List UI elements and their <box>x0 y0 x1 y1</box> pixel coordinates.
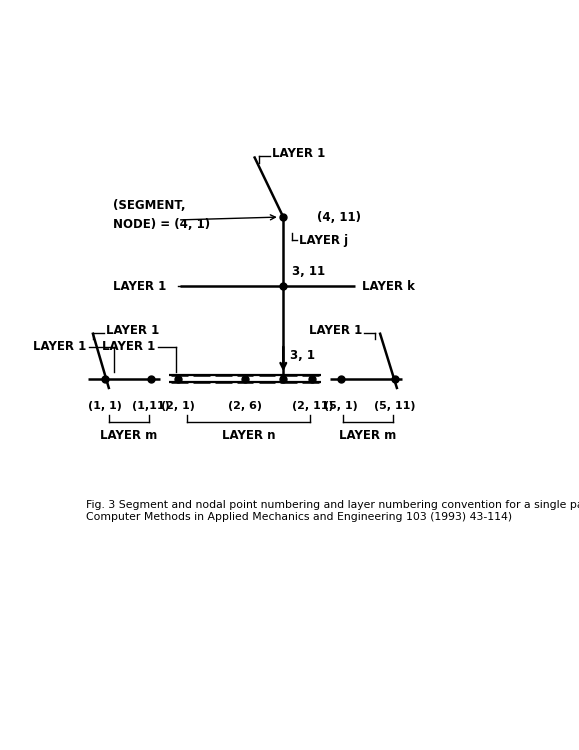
Text: LAYER n: LAYER n <box>222 429 275 442</box>
Text: (2, 6): (2, 6) <box>228 400 262 411</box>
Text: LAYER 1: LAYER 1 <box>102 340 155 353</box>
Text: 3, 1: 3, 1 <box>290 350 315 362</box>
Text: (1, 1): (1, 1) <box>88 400 122 411</box>
Text: (2, 1): (2, 1) <box>161 400 195 411</box>
Text: (2, 11): (2, 11) <box>292 400 334 411</box>
Text: LAYER 1: LAYER 1 <box>106 324 159 338</box>
Text: LAYER j: LAYER j <box>299 234 348 247</box>
Text: 3, 11: 3, 11 <box>292 266 325 278</box>
Text: (5, 11): (5, 11) <box>374 400 415 411</box>
Text: LAYER k: LAYER k <box>362 280 415 292</box>
Text: LAYER 1: LAYER 1 <box>113 280 167 292</box>
Text: LAYER 1: LAYER 1 <box>309 324 362 338</box>
Text: LAYER m: LAYER m <box>339 429 397 442</box>
Text: (SEGMENT,: (SEGMENT, <box>113 199 185 212</box>
Text: LAYER 1: LAYER 1 <box>272 147 325 160</box>
Text: (4, 11): (4, 11) <box>317 211 361 224</box>
Text: NODE) = (4, 1): NODE) = (4, 1) <box>113 218 210 231</box>
Text: (1,11): (1,11) <box>132 400 170 411</box>
Text: LAYER 1: LAYER 1 <box>34 340 87 353</box>
Text: (5, 1): (5, 1) <box>324 400 358 411</box>
Text: Fig. 3 Segment and nodal point numbering and layer numbering convention for a si: Fig. 3 Segment and nodal point numbering… <box>86 500 579 522</box>
Text: LAYER m: LAYER m <box>100 429 157 442</box>
